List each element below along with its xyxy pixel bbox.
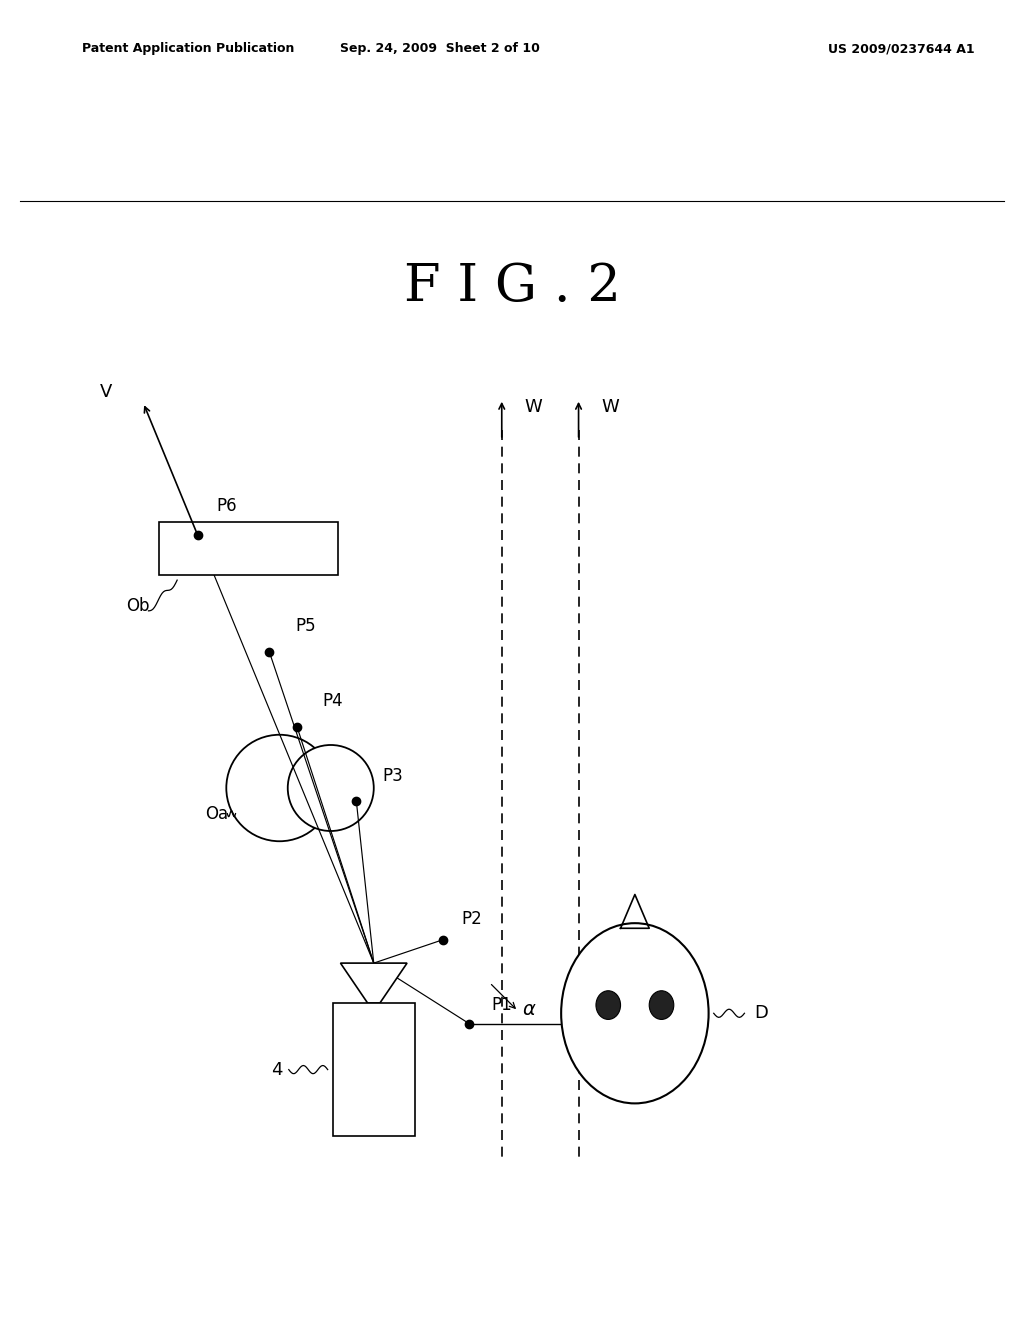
Text: Ob: Ob xyxy=(127,597,150,615)
Text: P1: P1 xyxy=(492,997,512,1014)
Text: D: D xyxy=(755,1005,769,1022)
Circle shape xyxy=(288,744,374,832)
Ellipse shape xyxy=(649,991,674,1019)
Text: 1: 1 xyxy=(370,1107,378,1121)
Polygon shape xyxy=(333,1003,415,1137)
Ellipse shape xyxy=(596,991,621,1019)
Text: Patent Application Publication: Patent Application Publication xyxy=(82,42,294,55)
Text: $\alpha$: $\alpha$ xyxy=(522,999,537,1019)
Polygon shape xyxy=(340,964,407,1003)
Text: Oa: Oa xyxy=(205,805,228,822)
Text: W: W xyxy=(601,399,618,416)
Text: Sep. 24, 2009  Sheet 2 of 10: Sep. 24, 2009 Sheet 2 of 10 xyxy=(340,42,541,55)
Text: F I G . 2: F I G . 2 xyxy=(403,261,621,312)
Text: V: V xyxy=(100,383,113,401)
Text: P6: P6 xyxy=(216,498,237,515)
Text: P4: P4 xyxy=(323,692,343,710)
Text: W: W xyxy=(524,399,542,416)
Circle shape xyxy=(226,735,333,841)
Text: US 2009/0237644 A1: US 2009/0237644 A1 xyxy=(827,42,975,55)
Ellipse shape xyxy=(561,923,709,1104)
Text: P2: P2 xyxy=(462,909,482,928)
Text: 4: 4 xyxy=(270,1060,283,1078)
Text: P3: P3 xyxy=(382,767,402,784)
Text: P5: P5 xyxy=(295,618,315,635)
Polygon shape xyxy=(159,521,338,576)
